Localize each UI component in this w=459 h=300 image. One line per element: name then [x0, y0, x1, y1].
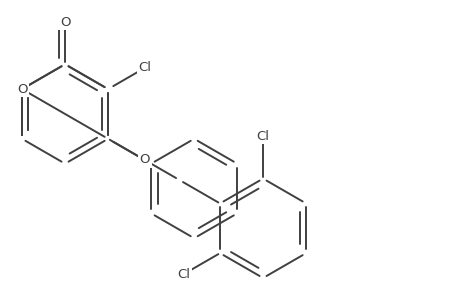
Text: Cl: Cl: [177, 268, 190, 281]
Text: O: O: [139, 153, 150, 167]
Text: Cl: Cl: [138, 61, 151, 74]
Text: O: O: [60, 16, 70, 28]
Text: O: O: [17, 82, 27, 96]
Text: Cl: Cl: [256, 130, 269, 143]
